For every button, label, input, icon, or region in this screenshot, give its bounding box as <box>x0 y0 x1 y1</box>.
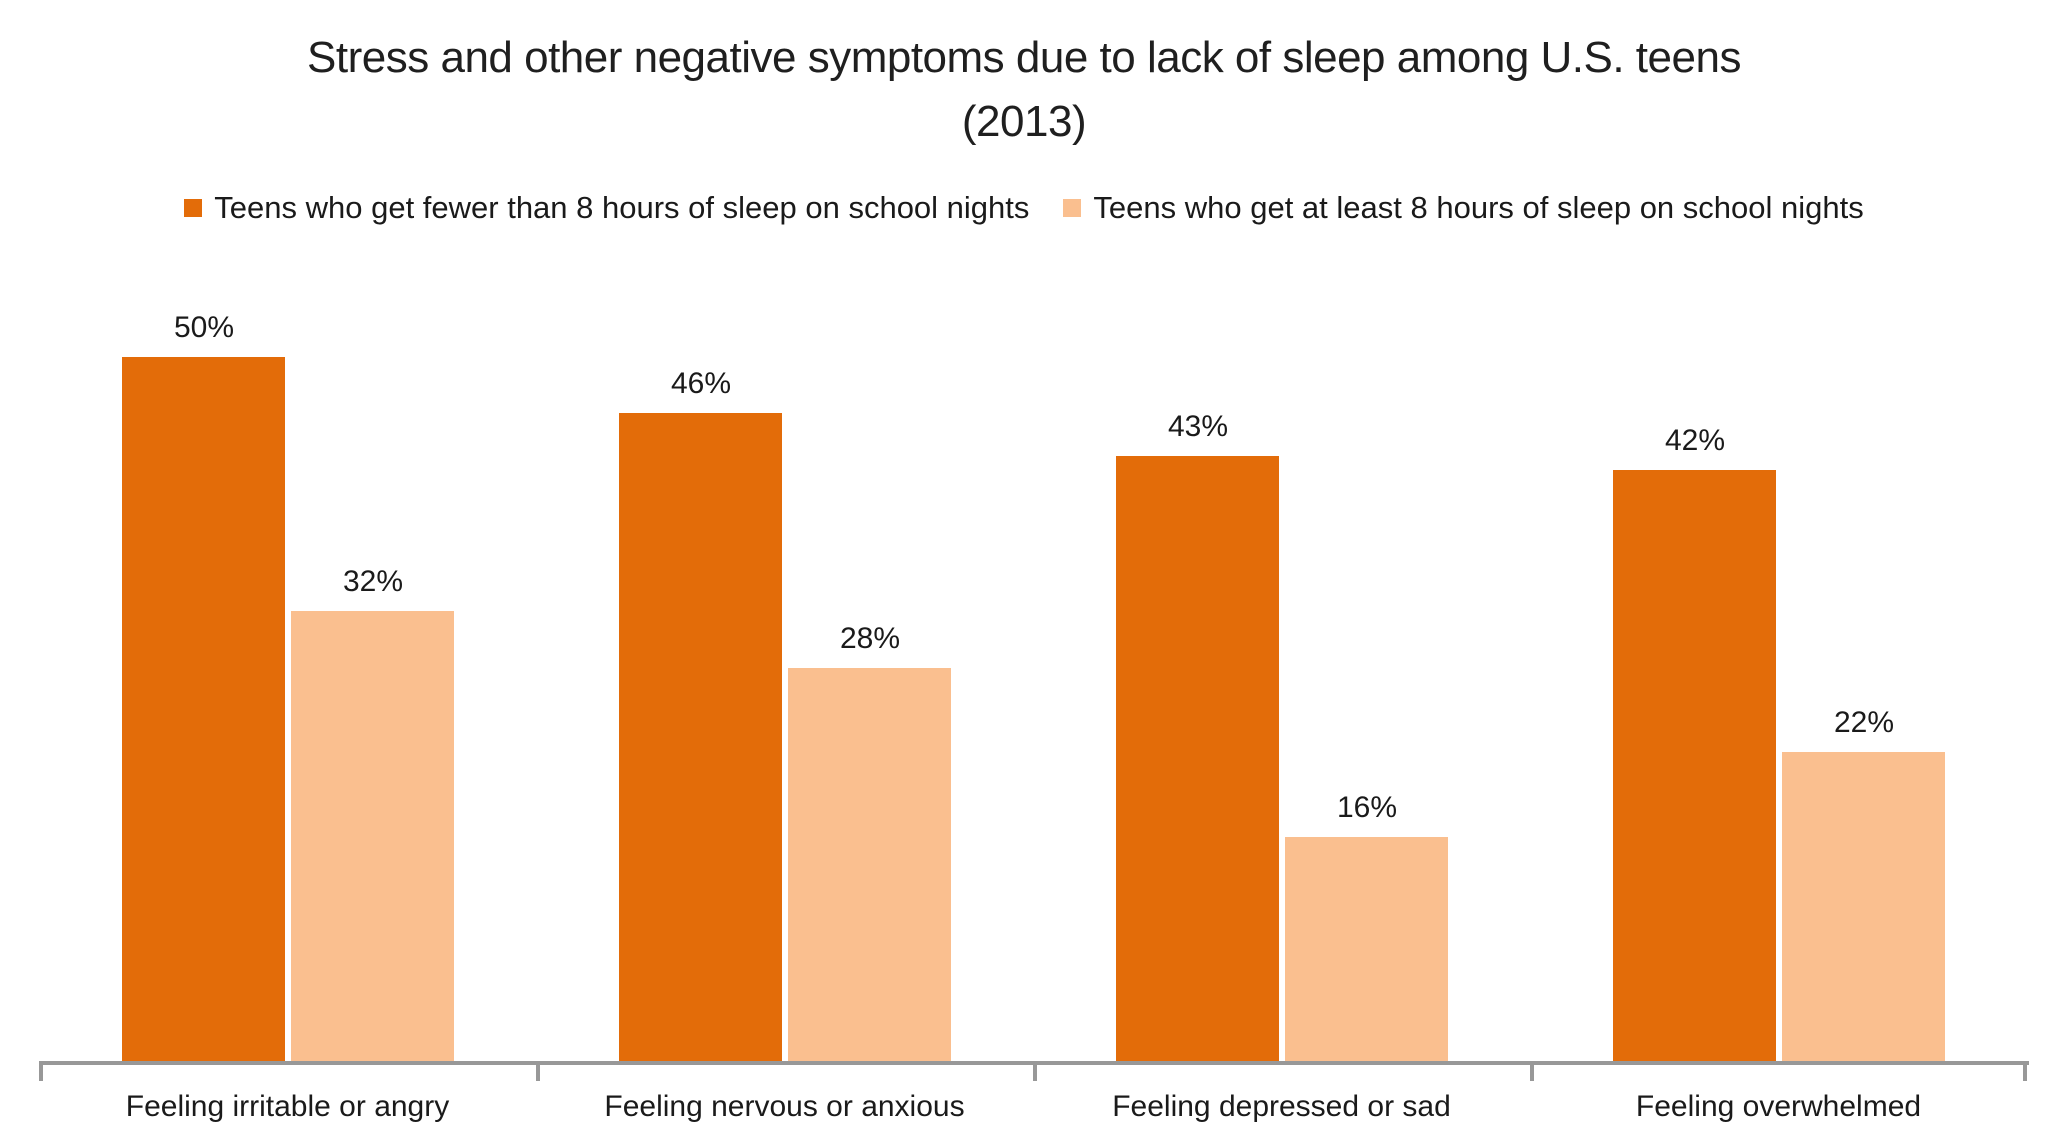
chart-title: Stress and other negative symptoms due t… <box>0 26 2048 154</box>
x-axis-tick <box>1530 1063 1534 1081</box>
x-axis-tick <box>1033 1063 1037 1081</box>
bar-value-label: 28% <box>839 622 901 655</box>
bar-value-label: 16% <box>1336 791 1398 824</box>
bar-series1 <box>122 357 285 1063</box>
bar-series2 <box>1782 752 1945 1063</box>
bar-series1 <box>619 413 782 1063</box>
bar-series2 <box>1285 837 1448 1063</box>
category-label: Feeling nervous or anxious <box>604 1090 965 1123</box>
chart-title-text: Stress and other negative symptoms due t… <box>307 33 1741 146</box>
x-axis-tick <box>2023 1063 2027 1081</box>
bar-series1 <box>1116 456 1279 1063</box>
x-axis-tick <box>39 1063 43 1081</box>
bar-value-label: 50% <box>173 311 235 344</box>
legend-label: Teens who get at least 8 hours of sleep … <box>1093 190 1864 225</box>
legend: Teens who get fewer than 8 hours of slee… <box>0 190 2048 226</box>
category-label: Feeling depressed or sad <box>1112 1090 1451 1123</box>
legend-label: Teens who get fewer than 8 hours of slee… <box>214 190 1030 225</box>
legend-item-series1: Teens who get fewer than 8 hours of slee… <box>184 190 1029 226</box>
legend-swatch-icon <box>184 199 203 217</box>
legend-item-series2: Teens who get at least 8 hours of sleep … <box>1063 190 1864 226</box>
bar-value-label: 32% <box>342 565 404 598</box>
bar-series2 <box>291 611 454 1063</box>
bar-value-label: 42% <box>1664 424 1726 457</box>
category-axis-labels: Feeling irritable or angry Feeling nervou… <box>39 1090 2027 1134</box>
legend-swatch-icon <box>1063 199 1082 217</box>
category-label: Feeling irritable or angry <box>125 1090 450 1123</box>
category-label: Feeling overwhelmed <box>1635 1090 1922 1123</box>
bar-value-label: 43% <box>1167 410 1229 443</box>
plot-area: 50% 32% 46% 28% 43% 16% 42% 22% <box>39 258 2027 1063</box>
bar-series1 <box>1613 470 1776 1063</box>
bar-series2 <box>788 668 951 1063</box>
x-axis-tick <box>536 1063 540 1081</box>
bar-value-label: 22% <box>1833 706 1895 739</box>
bar-value-label: 46% <box>670 367 732 400</box>
